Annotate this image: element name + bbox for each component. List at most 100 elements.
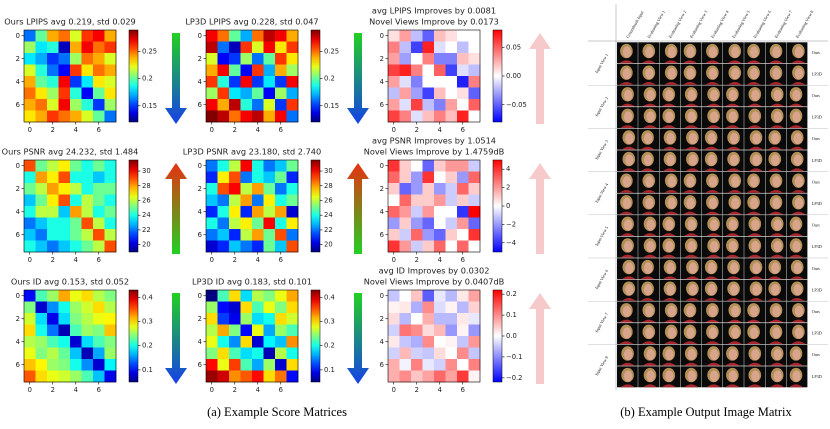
- method-label: Ours: [812, 136, 821, 141]
- heatmap-cell: [457, 99, 469, 111]
- y-tick-label: 4: [16, 338, 20, 346]
- plot-frame: [23, 29, 117, 123]
- x-tick-label: 2: [51, 386, 55, 394]
- heatmap-cell: [422, 99, 435, 111]
- thumbnail-shirt: [767, 146, 782, 150]
- heatmap-cell: [206, 110, 218, 123]
- heatmap-cell: [93, 87, 105, 100]
- method-label: LP3D: [812, 374, 822, 379]
- heatmap-cell: [275, 359, 287, 371]
- heatmap-cell: [252, 359, 264, 371]
- thumbnail-face: [771, 284, 780, 296]
- thumbnail-face: [731, 327, 740, 339]
- heatmap-cell: [286, 324, 299, 337]
- heatmap-cell: [47, 229, 59, 241]
- heatmap-cell: [35, 53, 48, 65]
- heatmap-cell: [411, 30, 423, 42]
- trend-arrow: [165, 163, 187, 254]
- heatmap-cell: [275, 347, 287, 360]
- plot-frame: [387, 289, 481, 383]
- heatmap-cell: [229, 370, 241, 383]
- thumbnail-face: [794, 327, 804, 339]
- thumbnail-face: [708, 68, 718, 80]
- thumbnail-shirt: [769, 319, 783, 323]
- heatmap-cell: [229, 229, 241, 241]
- heatmap-cell: [434, 110, 446, 123]
- heatmap-cell: [252, 347, 264, 360]
- column-header: Evaluating View 3: [689, 10, 709, 39]
- heatmap-cell: [58, 301, 71, 314]
- heatmap-cell: [81, 229, 94, 241]
- heatmap-cell: [70, 183, 82, 195]
- x-tick-label: 4: [256, 386, 260, 394]
- heatmap-cell: [47, 206, 59, 218]
- thumbnail-shirt: [747, 125, 762, 128]
- heatmap-cell: [457, 370, 469, 383]
- heatmap-cell: [206, 313, 218, 325]
- thumbnail-shirt: [725, 125, 740, 128]
- heatmap-cell: [399, 53, 412, 65]
- thumbnail-shirt: [664, 319, 679, 323]
- column-header: Evaluating View 1: [646, 10, 666, 39]
- thumbnail-face: [625, 262, 634, 274]
- heatmap-cell: [35, 301, 48, 314]
- heatmap-cell: [468, 206, 481, 218]
- row-label: Input View 1: [594, 53, 609, 74]
- heatmap-cell: [240, 370, 253, 383]
- heatmap-cell: [275, 30, 287, 42]
- heatmap-cell: [206, 41, 218, 54]
- chart-title: avg LPIPS Improves by 0.0081: [372, 6, 496, 16]
- heatmap-cell: [252, 324, 264, 337]
- heatmap-cell: [445, 76, 458, 88]
- heatmap-cell: [445, 53, 458, 65]
- heatmap-cell: [275, 240, 287, 253]
- heatmap-cell: [388, 370, 400, 383]
- y-tick-label: 6: [380, 231, 384, 239]
- heatmap-cell: [81, 41, 94, 54]
- heatmap-cell: [275, 87, 287, 100]
- chart-title: Novel Views Improve by 1.4759dB: [364, 147, 505, 157]
- thumbnail-face: [728, 370, 738, 382]
- thumbnail-shirt: [789, 103, 803, 107]
- heatmap-cell: [275, 290, 287, 302]
- plot-frame: [387, 159, 481, 253]
- plot-frame: [23, 159, 117, 253]
- heatmap-cell: [70, 301, 82, 314]
- heatmap-cell: [70, 324, 82, 337]
- heatmap-cell: [457, 160, 469, 172]
- colorbar-tick-label: 0.05: [506, 43, 521, 51]
- colorbar-tick-label: 20: [324, 241, 333, 249]
- heatmap-cell: [217, 64, 230, 77]
- heatmap-cell: [411, 290, 423, 302]
- heatmap-cell: [35, 183, 48, 195]
- heatmap-cell: [217, 324, 230, 337]
- thumbnail-face: [708, 197, 718, 209]
- x-tick-label: 6: [279, 256, 283, 264]
- heatmap-cell: [70, 359, 82, 371]
- y-tick-label: 6: [16, 101, 20, 109]
- heatmap-cell: [457, 110, 469, 123]
- thumbnail-face: [731, 68, 740, 80]
- heatmap-cell: [263, 206, 276, 218]
- thumbnail-shirt: [664, 60, 679, 64]
- heatmap-cell: [35, 160, 48, 172]
- heatmap-cell: [58, 30, 71, 42]
- thumbnail-face: [794, 176, 804, 188]
- heatmap-cell: [388, 171, 400, 184]
- heatmap-cell: [47, 41, 59, 54]
- colorbar-tick-label: 0: [506, 202, 510, 210]
- thumbnail-shirt: [791, 190, 806, 193]
- heatmap-cell: [24, 301, 36, 314]
- heatmap-cell: [104, 206, 117, 218]
- thumbnail-face: [622, 305, 632, 317]
- thumbnail-face: [710, 89, 719, 101]
- heatmap-cell: [411, 240, 423, 253]
- y-tick-label: 6: [380, 361, 384, 369]
- thumbnail-face: [686, 327, 695, 339]
- thumbnail-shirt: [790, 298, 805, 301]
- trend-arrow: [529, 33, 551, 124]
- heatmap-cell: [35, 347, 48, 360]
- heatmap-cell: [58, 370, 71, 383]
- method-label: LP3D: [812, 331, 822, 336]
- thumbnail-shirt: [791, 60, 806, 64]
